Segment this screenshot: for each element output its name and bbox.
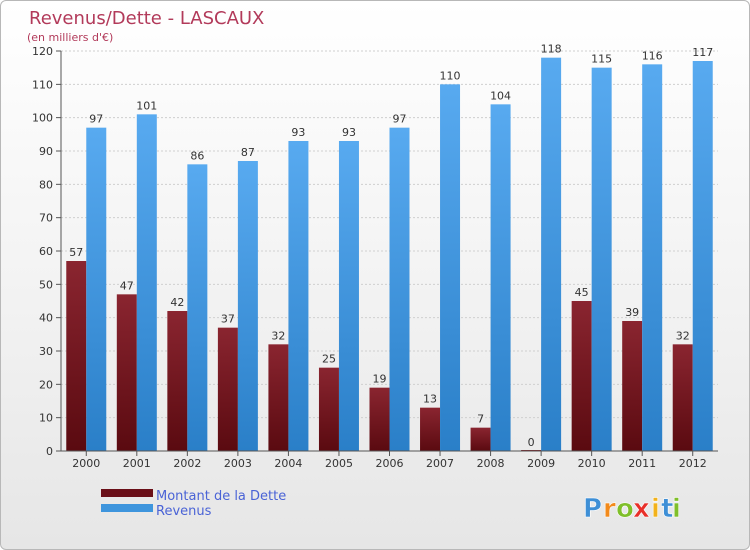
value-label-revenus: 87 xyxy=(241,146,255,159)
y-tick-label: 50 xyxy=(39,278,53,291)
y-tick-label: 20 xyxy=(39,378,53,391)
chart-title: Revenus/Dette - LASCAUX xyxy=(29,8,264,29)
bar-debt xyxy=(116,294,137,451)
bar-debt xyxy=(369,387,390,451)
x-tick-label: 2001 xyxy=(123,457,151,470)
value-label-debt: 25 xyxy=(322,353,336,366)
value-label-revenus: 101 xyxy=(136,99,157,112)
x-tick-label: 2002 xyxy=(173,457,201,470)
value-label-revenus: 116 xyxy=(642,49,663,62)
y-tick-label: 90 xyxy=(39,145,53,158)
logo-letter: i xyxy=(672,494,681,524)
y-tick-label: 10 xyxy=(39,412,53,425)
value-label-debt: 39 xyxy=(625,306,639,319)
x-tick-label: 2007 xyxy=(426,457,454,470)
x-tick-label: 2011 xyxy=(628,457,656,470)
y-tick-label: 80 xyxy=(39,178,53,191)
y-tick-label: 120 xyxy=(32,45,53,58)
value-label-debt: 0 xyxy=(528,436,535,449)
bar-debt xyxy=(167,311,188,451)
chart-subtitle: (en milliers d'€) xyxy=(27,31,113,44)
legend-swatch-debt xyxy=(101,489,153,497)
value-label-revenus: 117 xyxy=(692,46,713,59)
y-tick-label: 0 xyxy=(46,445,53,458)
logo-letter: o xyxy=(616,494,634,524)
bar-debt xyxy=(571,301,592,451)
x-tick-label: 2010 xyxy=(578,457,606,470)
value-label-revenus: 110 xyxy=(440,69,461,82)
bar-revenus xyxy=(338,141,359,451)
y-tick-label: 100 xyxy=(32,112,53,125)
y-tick-label: 70 xyxy=(39,212,53,225)
bar-debt xyxy=(66,261,87,451)
value-label-debt: 32 xyxy=(676,329,690,342)
value-label-revenus: 97 xyxy=(393,113,407,126)
value-label-debt: 45 xyxy=(575,286,589,299)
value-label-debt: 13 xyxy=(423,393,437,406)
bar-revenus xyxy=(288,141,309,451)
y-tick-label: 30 xyxy=(39,345,53,358)
labels-layer: 57 97 47 101 42 86 37 87 32 93 25 93 19 97 13 110 7 104 0 1… xyxy=(69,43,713,449)
logo-letter: x xyxy=(633,494,650,524)
bar-debt xyxy=(672,344,693,451)
bar-revenus xyxy=(642,64,663,452)
x-tick-label: 2003 xyxy=(224,457,252,470)
x-tick-label: 2000 xyxy=(72,457,100,470)
bar-debt xyxy=(318,367,339,451)
value-label-revenus: 93 xyxy=(342,126,356,139)
bar-revenus xyxy=(389,127,410,452)
logo-letter: P xyxy=(583,494,602,524)
legend: Montant de la Dette Revenus xyxy=(101,489,286,519)
bar-revenus xyxy=(86,127,107,452)
bar-revenus xyxy=(136,114,157,451)
bar-revenus xyxy=(692,61,713,451)
value-label-debt: 57 xyxy=(69,246,83,259)
logo-letter: r xyxy=(603,494,616,524)
x-tick-label: 2009 xyxy=(527,457,555,470)
bar-revenus xyxy=(490,104,511,451)
x-tick-label: 2008 xyxy=(477,457,505,470)
bar-revenus xyxy=(440,84,461,451)
legend-label-revenus: Revenus xyxy=(156,504,212,519)
x-tick-label: 2005 xyxy=(325,457,353,470)
legend-swatch-revenus xyxy=(101,504,153,512)
legend-label-debt: Montant de la Dette xyxy=(156,489,286,504)
value-label-debt: 37 xyxy=(221,313,235,326)
bar-revenus xyxy=(591,67,612,452)
value-label-revenus: 118 xyxy=(541,43,562,56)
value-label-revenus: 86 xyxy=(190,149,204,162)
y-tick-label: 40 xyxy=(39,312,53,325)
value-label-revenus: 93 xyxy=(291,126,305,139)
bar-debt xyxy=(268,344,289,451)
bar-revenus xyxy=(541,57,562,452)
value-label-debt: 7 xyxy=(477,413,484,426)
value-label-revenus: 104 xyxy=(490,89,511,102)
value-label-revenus: 115 xyxy=(591,53,612,66)
x-tick-label: 2012 xyxy=(679,457,707,470)
value-label-debt: 42 xyxy=(170,296,184,309)
value-label-revenus: 97 xyxy=(89,113,103,126)
bar-debt xyxy=(217,327,238,451)
logo-letter: t xyxy=(661,494,673,524)
bar-revenus xyxy=(187,164,208,452)
value-label-debt: 32 xyxy=(271,329,285,342)
x-tick-label: 2006 xyxy=(376,457,404,470)
bar-debt xyxy=(622,321,643,451)
bar-debt xyxy=(470,427,491,451)
y-tick-label: 110 xyxy=(32,78,53,91)
y-tick-label: 60 xyxy=(39,245,53,258)
logo-letter: i xyxy=(651,494,660,524)
bar-revenus xyxy=(237,161,258,451)
bar-debt xyxy=(420,407,441,451)
bars-layer xyxy=(66,57,713,452)
x-tick-label: 2004 xyxy=(274,457,302,470)
value-label-debt: 19 xyxy=(373,373,387,386)
value-label-debt: 47 xyxy=(120,279,134,292)
